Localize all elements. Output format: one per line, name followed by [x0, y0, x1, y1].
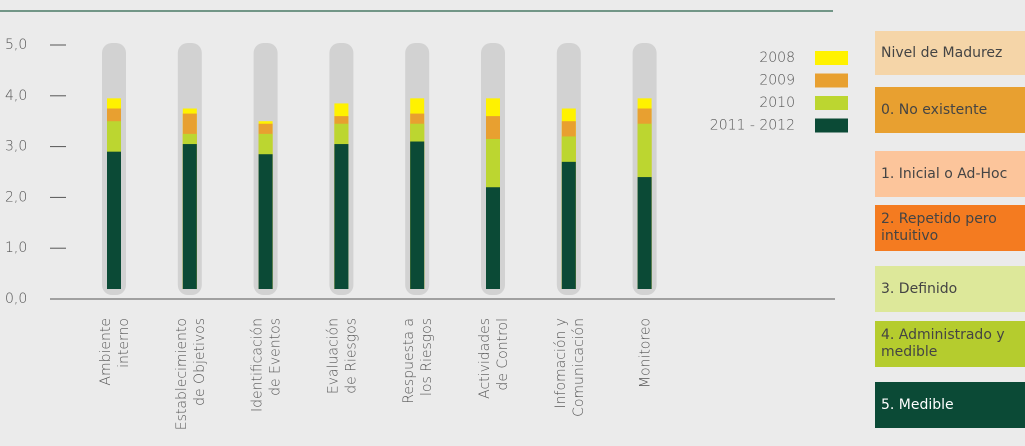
- x-tick-label: Comunicación: [571, 318, 587, 417]
- bar: [258, 154, 273, 289]
- legend-label: 2011 - 2012: [710, 118, 795, 134]
- x-tick-label: Respuesta a: [401, 318, 417, 404]
- x-tick-label: Monitoreo: [638, 318, 654, 388]
- maturity-level: 1. Inicial o Ad-Hoc: [875, 151, 1025, 197]
- x-tick-label: de Control: [495, 318, 511, 391]
- bar: [486, 187, 500, 289]
- maturity-level: 0. No existente: [875, 87, 1025, 133]
- x-tick-label: Ambiente: [98, 318, 114, 386]
- maturity-panel: Nivel de Madurez 0. No existente 1. Inicia…: [875, 0, 1025, 446]
- maturity-level: 2. Repetido pero intuitivo: [875, 205, 1025, 251]
- legend-label: 2008: [759, 50, 795, 66]
- maturity-level: 4. Administrado y medible: [875, 321, 1025, 367]
- y-tick-label: 0,0: [5, 291, 27, 307]
- bar: [410, 141, 425, 289]
- x-tick-label: Infomación y: [553, 318, 569, 408]
- x-tick-label: los Riesgos: [419, 318, 435, 396]
- maturity-level: 3. Definido: [875, 266, 1025, 312]
- legend-swatch: [815, 73, 848, 88]
- maturity-level: Nivel de Madurez: [875, 31, 1025, 75]
- x-tick-label: Actividades: [477, 318, 493, 399]
- x-tick-label: de Objetivos: [192, 318, 208, 406]
- chart: 0,0 1,0 2,0 3,0 4,0 5,0 Ambiente interno Estable…: [0, 10, 848, 430]
- legend-swatch: [815, 96, 848, 110]
- x-tick-label: de Eventos: [268, 318, 284, 396]
- y-tick-label: 4,0: [5, 88, 27, 104]
- legend-label: 2009: [759, 73, 795, 89]
- legend-swatch: [815, 118, 848, 133]
- y-tick-label: 1,0: [5, 240, 27, 256]
- maturity-level: 5. Medible: [875, 382, 1025, 428]
- y-tick-label: 2,0: [5, 189, 27, 205]
- legend-label: 2010: [759, 95, 795, 111]
- bar: [334, 144, 349, 289]
- x-tick-label: Evaluación: [325, 318, 341, 394]
- x-tick-label: Identificación: [250, 318, 266, 412]
- bar: [107, 151, 121, 289]
- bar: [182, 144, 197, 289]
- y-tick-label: 3,0: [5, 139, 27, 155]
- x-tick-label: de Riesgos: [343, 318, 359, 394]
- x-tick-label: Establecimiento: [174, 318, 190, 430]
- legend-swatch: [815, 51, 848, 65]
- bar: [561, 161, 576, 289]
- y-tick-label: 5,0: [5, 37, 27, 53]
- bar: [637, 177, 652, 289]
- x-tick-label: interno: [116, 318, 132, 368]
